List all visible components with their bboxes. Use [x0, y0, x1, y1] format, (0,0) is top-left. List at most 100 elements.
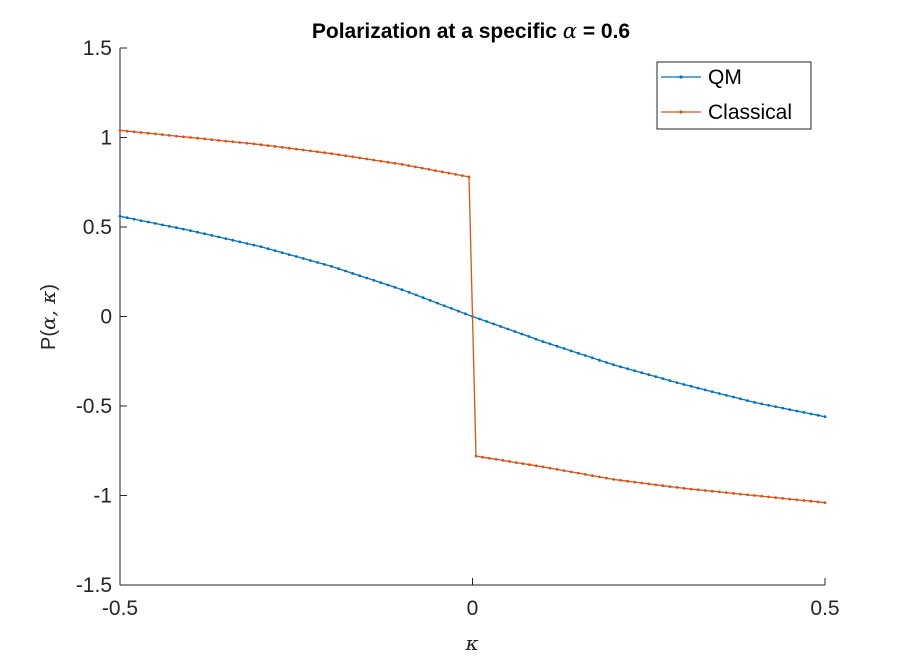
data-point: [160, 223, 164, 227]
data-point: [167, 224, 171, 228]
data-point: [788, 408, 792, 411]
data-point: [696, 386, 700, 390]
data-point: [583, 473, 587, 476]
data-point: [252, 243, 256, 247]
data-point: [569, 470, 573, 474]
data-point: [323, 151, 326, 155]
legend-label: Classical: [708, 101, 792, 124]
data-point: [816, 413, 820, 417]
data-point: [781, 406, 785, 410]
data-point: [351, 155, 354, 159]
data-point: [252, 142, 256, 146]
data-point: [351, 272, 354, 275]
data-point: [513, 330, 517, 333]
data-point: [605, 476, 608, 480]
data-point: [520, 332, 524, 336]
data-point: [294, 147, 298, 151]
data-point: [576, 471, 580, 475]
data-point: [330, 152, 333, 156]
legend: QM Classical: [656, 61, 812, 130]
data-point: [435, 301, 439, 305]
data-point: [447, 171, 451, 175]
data-point: [654, 483, 658, 487]
data-point: [132, 130, 136, 134]
data-point: [703, 489, 707, 492]
data-point: [626, 479, 629, 483]
data-point: [231, 238, 235, 242]
data-point: [460, 174, 464, 178]
data-point: [167, 134, 171, 137]
data-point: [809, 499, 813, 503]
data-point: [633, 480, 636, 484]
data-point: [344, 154, 347, 158]
data-point: [541, 340, 545, 343]
data-point: [273, 249, 277, 253]
data-point: [280, 145, 284, 149]
data-point: [682, 383, 686, 386]
data-point: [280, 251, 284, 255]
data-point: [703, 388, 707, 392]
data-point: [598, 358, 601, 362]
data-point: [661, 377, 665, 380]
data-point: [555, 344, 559, 348]
data-point: [562, 347, 566, 350]
data-point: [541, 465, 545, 469]
data-point: [427, 168, 431, 171]
y-tick-label: 0.5: [83, 216, 112, 239]
data-point: [217, 139, 221, 142]
legend-marker: [679, 110, 683, 114]
data-point: [746, 493, 749, 497]
data-point: [506, 327, 510, 331]
data-point: [266, 144, 270, 148]
data-point: [316, 261, 319, 264]
data-point: [675, 381, 679, 384]
data-point: [358, 274, 362, 278]
series-layer: [118, 128, 827, 505]
data-point: [301, 257, 305, 260]
data-point: [407, 290, 411, 294]
data-point: [774, 405, 777, 409]
data-point: [379, 281, 383, 285]
x-tick-label: -0.5: [102, 597, 138, 620]
data-point: [203, 137, 207, 141]
data-point: [132, 217, 136, 221]
data-point: [118, 128, 122, 132]
data-point: [203, 232, 207, 236]
y-tick-label: 1: [100, 127, 112, 150]
data-point: [823, 501, 827, 505]
series-classical: [118, 128, 827, 505]
y-tick-label: 0: [100, 306, 112, 329]
data-point: [809, 412, 813, 416]
data-point: [619, 365, 622, 369]
data-point: [590, 474, 594, 477]
data-point: [534, 337, 538, 341]
data-point: [514, 461, 518, 464]
data-point: [816, 500, 820, 504]
data-point: [467, 175, 471, 179]
data-point: [640, 371, 644, 375]
y-axis-label: P(α, κ): [36, 284, 60, 350]
data-point: [160, 133, 164, 137]
data-point: [746, 399, 749, 402]
y-tick-label: -1.5: [76, 574, 112, 597]
data-point: [189, 136, 192, 139]
data-point: [125, 216, 129, 220]
data-point: [647, 482, 651, 486]
data-point: [125, 129, 129, 133]
data-point: [527, 335, 531, 338]
data-point: [400, 163, 404, 166]
data-point: [440, 170, 444, 174]
x-tick-label: 0.5: [810, 597, 839, 620]
data-point: [337, 267, 340, 271]
data-point: [795, 498, 799, 502]
data-point: [626, 367, 629, 371]
data-point: [739, 492, 742, 496]
data-point: [189, 229, 192, 233]
data-point: [238, 240, 242, 244]
data-point: [508, 460, 511, 463]
data-point: [548, 466, 552, 470]
data-point: [774, 496, 777, 499]
data-point: [501, 459, 505, 462]
data-point: [562, 469, 566, 472]
data-point: [619, 478, 622, 482]
